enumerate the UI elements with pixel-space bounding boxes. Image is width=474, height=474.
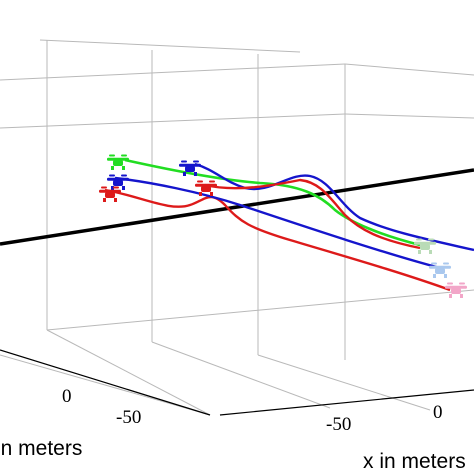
y-axis-label: in meters [0,437,82,460]
trajectory-blue-upper [194,162,474,252]
tick-x-0: 0 [433,402,443,423]
trajectory-blue-lower [114,176,441,270]
quadrotor-icon-red-start [99,186,121,202]
trajectory-green [124,158,421,247]
tick-x-neg50: -50 [326,414,351,435]
plot-grid [0,39,474,416]
plot-box-edges [0,349,474,416]
tick-y-0: 0 [62,386,72,407]
trajectory-red-lower [104,188,451,292]
tick-y-neg50: -50 [116,407,141,428]
trajectory-red-upper [204,178,421,250]
quadrotor-icon-green [107,154,129,170]
x-axis-label: x in meters [363,450,466,473]
reference-line [0,168,474,246]
